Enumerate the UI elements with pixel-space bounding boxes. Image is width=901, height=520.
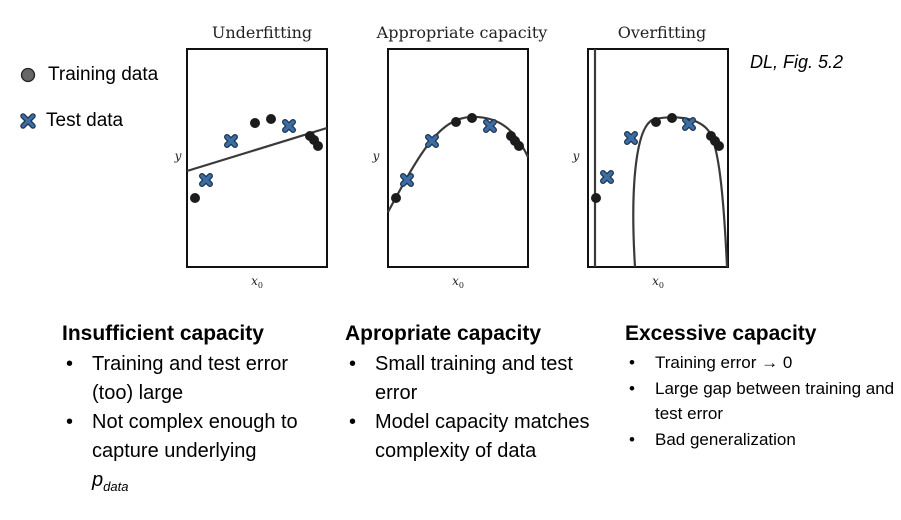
training-point	[714, 141, 724, 151]
bullet-item: Training and test error (too) large	[62, 350, 322, 408]
bullet-list: Training error → 0 Large gap between tra…	[625, 350, 895, 452]
training-point	[250, 118, 260, 128]
test-point	[282, 119, 296, 133]
panel-overfitting: Overfitting y x0	[572, 23, 729, 290]
test-point	[682, 117, 696, 131]
bullet-list: Training and test error (too) large Not …	[62, 350, 322, 501]
column-heading: Insufficient capacity	[62, 322, 264, 345]
p-data-symbol: pdata	[92, 469, 129, 494]
test-points	[199, 119, 296, 187]
bullet-item: Model capacity matches complexity of dat…	[345, 408, 590, 466]
bullet-item: Small training and test error	[345, 350, 590, 408]
plot-frame	[387, 48, 529, 268]
x-axis-label: x0	[452, 274, 464, 290]
legend-test-label: Test data	[46, 110, 124, 131]
test-points	[600, 117, 696, 184]
legend-test: Test data	[20, 108, 158, 134]
legend: Training data Test data	[20, 62, 158, 154]
column-heading: Excessive capacity	[625, 322, 817, 345]
fit-curve	[632, 116, 729, 268]
legend-training: Training data	[20, 62, 158, 88]
panel-title-appropriate: Appropriate capacity	[376, 23, 548, 42]
panel-title-overfitting: Overfitting	[618, 23, 706, 42]
x-axis-label: x0	[251, 274, 263, 290]
plot-frame	[587, 48, 729, 268]
training-point	[651, 117, 661, 127]
x-axis-label: x0	[652, 274, 664, 290]
bullet-list: Small training and test error Model capa…	[345, 350, 590, 466]
legend-training-label: Training data	[48, 64, 159, 85]
panel-appropriate: Appropriate capacity y x0	[372, 23, 548, 290]
panel-title-underfitting: Underfitting	[212, 23, 312, 42]
bullet-text: Not complex enough to capture underlying	[92, 411, 298, 462]
plot-frame	[186, 48, 328, 268]
bullet-item: Bad generalization	[625, 427, 895, 453]
training-point	[451, 117, 461, 127]
training-points	[391, 113, 524, 203]
fit-curve	[387, 115, 529, 213]
y-axis-label: y	[174, 149, 182, 163]
panel-underfitting: Underfitting y x0	[174, 23, 328, 290]
training-dot-icon	[20, 67, 36, 83]
test-point	[483, 119, 497, 133]
column-insufficient-capacity: Insufficient capacity Training and test …	[62, 322, 322, 501]
training-point	[514, 141, 524, 151]
test-cross-icon	[20, 113, 36, 129]
test-point	[224, 134, 238, 148]
bullet-item: Training error → 0	[625, 350, 895, 376]
figure-citation: DL, Fig. 5.2	[750, 52, 844, 72]
test-point	[600, 170, 614, 184]
column-appropriate-capacity: Apropriate capacity Small training and t…	[345, 322, 590, 466]
bullet-item: Not complex enough to capture underlying…	[62, 408, 322, 501]
fit-line	[186, 126, 328, 173]
bullet-item: Large gap between training and test erro…	[625, 376, 895, 427]
training-point	[467, 113, 477, 123]
capacity-figure: Underfitting y x0 Appropriate capacity y…	[174, 23, 729, 290]
test-point	[624, 131, 638, 145]
column-heading: Apropriate capacity	[345, 322, 542, 345]
training-point	[313, 141, 323, 151]
training-point	[266, 114, 276, 124]
training-points	[190, 114, 323, 203]
test-point	[400, 173, 414, 187]
test-point	[425, 134, 439, 148]
test-points	[400, 119, 497, 187]
y-axis-label: y	[572, 149, 580, 163]
test-point	[199, 173, 213, 187]
column-excessive-capacity: Excessive capacity Training error → 0 La…	[625, 322, 895, 452]
training-point	[667, 113, 677, 123]
training-points	[591, 113, 724, 203]
training-point	[391, 193, 401, 203]
y-axis-label: y	[372, 149, 380, 163]
training-point	[591, 193, 601, 203]
training-point	[190, 193, 200, 203]
